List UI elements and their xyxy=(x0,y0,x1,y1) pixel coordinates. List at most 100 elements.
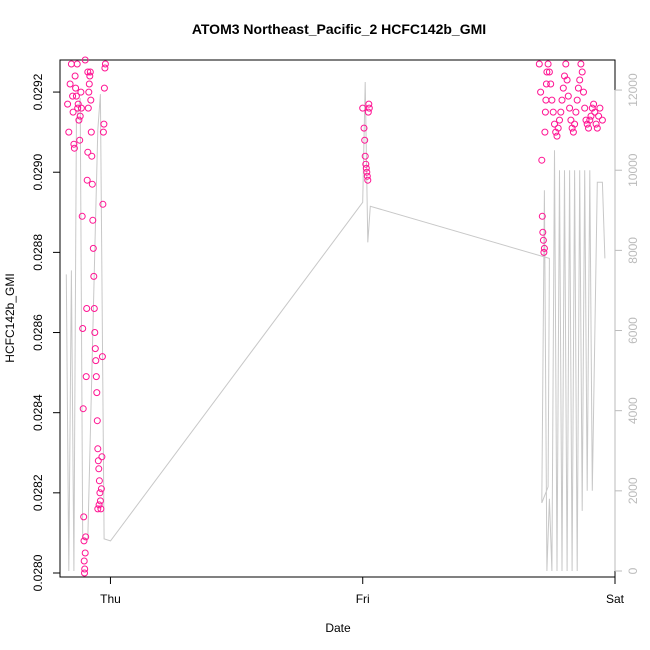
data-point xyxy=(83,305,91,312)
data-point xyxy=(539,236,547,244)
data-point xyxy=(92,373,100,381)
data-point xyxy=(92,357,100,365)
data-point xyxy=(82,373,90,381)
data-point xyxy=(80,537,88,545)
data-point xyxy=(576,76,584,84)
data-point xyxy=(562,60,570,68)
data-point xyxy=(86,68,94,76)
data-point xyxy=(571,120,579,128)
data-point xyxy=(540,248,548,256)
data-point xyxy=(99,200,107,208)
data-point xyxy=(87,96,95,104)
x-tick-label: Fri xyxy=(356,592,370,606)
data-point xyxy=(556,116,563,124)
data-point xyxy=(100,120,108,128)
data-point xyxy=(84,148,92,156)
data-point xyxy=(595,112,603,120)
data-point xyxy=(538,156,546,164)
data-point xyxy=(89,244,97,252)
data-point xyxy=(96,497,104,505)
data-point xyxy=(98,453,106,461)
data-point xyxy=(557,108,565,116)
data-point xyxy=(363,168,371,176)
data-point xyxy=(362,164,370,172)
data-point xyxy=(95,501,103,509)
data-point xyxy=(81,569,88,577)
data-point xyxy=(540,244,548,252)
plot-frame xyxy=(59,59,616,578)
data-point xyxy=(365,100,373,108)
data-point xyxy=(84,68,92,76)
points-layer xyxy=(64,56,606,577)
data-point xyxy=(566,104,574,112)
data-point xyxy=(553,132,561,140)
data-point xyxy=(78,212,86,220)
data-point xyxy=(361,136,369,144)
data-point xyxy=(100,84,108,92)
y2-tick-label: 6000 xyxy=(626,317,640,344)
data-point xyxy=(95,477,103,485)
y2-tick-label: 2000 xyxy=(626,477,640,504)
data-point xyxy=(90,305,98,312)
data-point xyxy=(95,465,103,473)
data-point xyxy=(361,152,369,160)
data-point xyxy=(76,136,84,144)
data-point xyxy=(101,64,109,72)
data-point xyxy=(64,100,72,108)
data-point xyxy=(537,88,545,96)
y-tick-label: 0.0280 xyxy=(31,554,45,591)
data-point xyxy=(76,112,84,120)
y2-tick-label: 10000 xyxy=(626,153,640,187)
y-tick-label: 0.0292 xyxy=(31,73,45,110)
data-point xyxy=(567,116,575,124)
data-point xyxy=(548,96,556,104)
data-point xyxy=(69,108,77,116)
data-point xyxy=(81,56,89,64)
data-point xyxy=(364,176,372,184)
data-point xyxy=(87,128,95,136)
data-point xyxy=(559,84,567,92)
data-point xyxy=(93,389,101,397)
data-point xyxy=(94,505,102,513)
data-point xyxy=(70,144,78,152)
data-point xyxy=(545,68,553,76)
data-point xyxy=(596,104,604,112)
data-point xyxy=(544,60,552,68)
data-point xyxy=(80,557,88,565)
x-axis: Thu Fri Sat xyxy=(100,576,625,606)
data-point xyxy=(91,345,99,353)
data-point xyxy=(591,108,599,116)
y-tick-label: 0.0286 xyxy=(31,314,45,351)
data-point xyxy=(593,124,601,132)
y-tick-label: 0.0284 xyxy=(31,394,45,431)
data-point xyxy=(578,68,586,76)
data-point xyxy=(362,160,370,168)
y-axis-title: HCFC142b_GMI xyxy=(3,273,17,362)
data-point xyxy=(563,76,571,84)
data-point xyxy=(80,513,88,521)
data-point xyxy=(93,417,101,425)
x-tick-label: Thu xyxy=(100,592,121,606)
data-point xyxy=(574,84,582,92)
data-point xyxy=(364,108,372,116)
data-point xyxy=(72,92,80,100)
data-point xyxy=(586,116,594,124)
data-point xyxy=(581,104,589,112)
data-point xyxy=(73,60,81,68)
data-point xyxy=(82,533,90,541)
data-point xyxy=(88,180,96,188)
data-point xyxy=(535,60,543,68)
data-point xyxy=(541,128,549,136)
data-point xyxy=(564,92,572,100)
y-tick-label: 0.0282 xyxy=(31,474,45,511)
data-point xyxy=(551,120,558,128)
data-point xyxy=(91,329,99,336)
data-point xyxy=(365,104,373,112)
y2-tick-label: 8000 xyxy=(626,237,640,264)
data-point xyxy=(79,405,87,413)
data-point xyxy=(90,272,98,280)
data-point xyxy=(547,80,555,88)
data-point xyxy=(89,216,97,224)
y2-tick-label: 4000 xyxy=(626,397,640,424)
data-point xyxy=(572,108,580,116)
